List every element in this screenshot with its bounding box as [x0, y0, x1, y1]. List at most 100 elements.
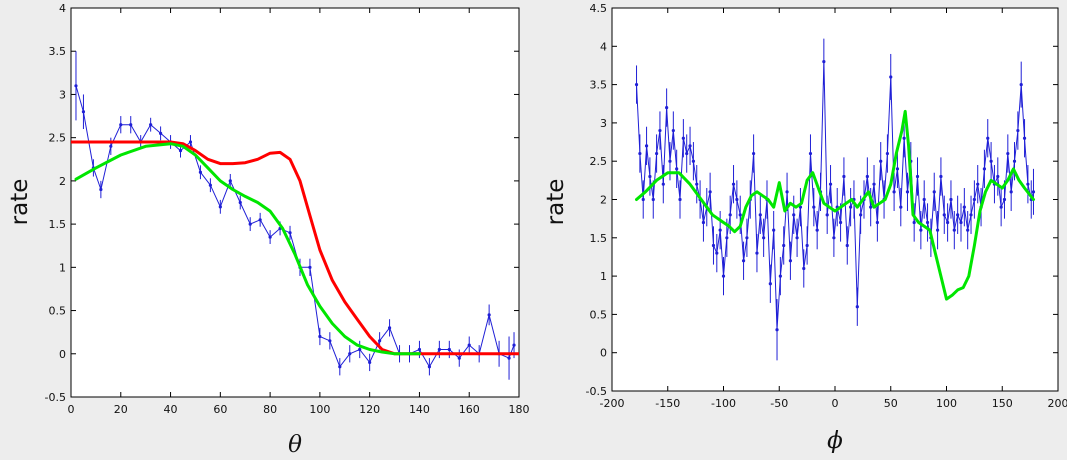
y-tick-label-phi: 4 — [600, 40, 607, 53]
data-point-phi-0 — [838, 220, 843, 225]
data-point-phi-0 — [1022, 136, 1027, 140]
y-tick-label-theta: 0 — [59, 348, 66, 361]
data-point-theta-0 — [487, 313, 491, 317]
x-tick-label-theta: 140 — [409, 403, 430, 416]
data-point-phi-0 — [644, 144, 649, 148]
y-tick-label-phi: 0 — [600, 347, 607, 360]
x-tick-label-theta: 180 — [509, 403, 530, 416]
data-layer-phi — [634, 38, 1036, 361]
data-point-phi-0 — [855, 305, 859, 309]
data-point-phi-0 — [815, 228, 819, 232]
data-point-phi-0 — [972, 197, 976, 202]
data-point-phi-0 — [745, 236, 749, 240]
x-tick-label-theta: 0 — [68, 403, 75, 416]
data-point-phi-0 — [695, 182, 699, 186]
data-point-phi-0 — [939, 174, 943, 179]
data-point-theta-0 — [228, 179, 232, 183]
data-point-phi-0 — [922, 197, 926, 202]
data-point-theta-0 — [159, 131, 163, 135]
data-point-phi-0 — [708, 190, 712, 194]
data-point-phi-0 — [986, 136, 990, 140]
data-point-phi-0 — [655, 151, 659, 156]
data-point-phi-0 — [678, 197, 682, 202]
data-point-theta-0 — [268, 235, 272, 239]
data-point-theta-0 — [258, 218, 262, 222]
data-point-theta-0 — [338, 365, 342, 369]
data-point-phi-0 — [711, 243, 716, 248]
data-point-theta-0 — [74, 84, 78, 88]
data-point-phi-0 — [952, 228, 956, 232]
data-point-phi-0 — [959, 220, 963, 225]
data-point-phi-0 — [785, 190, 789, 194]
data-point-phi-0 — [648, 174, 652, 179]
x-tick-label-phi: 0 — [832, 397, 839, 410]
data-point-phi-0 — [845, 243, 849, 248]
data-point-theta-0 — [427, 365, 431, 369]
data-point-phi-0 — [685, 151, 689, 156]
data-point-phi-0 — [1026, 182, 1030, 186]
data-point-phi-0 — [805, 243, 809, 248]
data-point-phi-0 — [822, 60, 826, 64]
data-point-phi-0 — [735, 197, 739, 202]
y-tick-label-theta: 2 — [59, 175, 66, 188]
data-point-phi-0 — [638, 151, 642, 156]
data-point-phi-0 — [865, 174, 869, 179]
data-point-theta-0 — [348, 352, 352, 356]
data-point-phi-0 — [949, 197, 953, 202]
data-point-phi-0 — [982, 167, 987, 171]
data-point-theta-0 — [99, 187, 103, 192]
series-line-phi-1 — [635, 109, 1035, 301]
data-point-phi-0 — [665, 105, 669, 110]
data-point-phi-0 — [885, 151, 890, 156]
data-point-theta-0 — [457, 356, 461, 360]
chart-phi: -200 -150 -100 -50 0 50 100 150 200 -0.5 0 0.5 1 1.5 2… — [543, 2, 1067, 454]
y-tick-label-phi: 1.5 — [590, 232, 608, 245]
data-point-theta-0 — [208, 183, 212, 187]
data-point-theta-0 — [178, 149, 183, 153]
data-point-phi-0 — [946, 220, 950, 225]
y-tick-label-theta: 0.5 — [49, 305, 67, 318]
data-point-phi-0 — [758, 213, 762, 217]
data-point-phi-0 — [875, 220, 879, 225]
x-tick-label-theta: 60 — [213, 403, 227, 416]
data-point-phi-0 — [715, 251, 719, 255]
y-tick-label-theta: 1 — [59, 261, 66, 274]
data-point-phi-0 — [932, 190, 936, 194]
data-point-phi-0 — [879, 159, 883, 163]
data-point-phi-0 — [634, 83, 639, 87]
data-point-phi-0 — [1006, 151, 1010, 156]
data-point-theta-0 — [119, 123, 123, 127]
x-tick-label-phi: -150 — [655, 397, 680, 410]
data-point-phi-0 — [721, 274, 726, 278]
chart-theta-marks: 0 20 40 60 80 100 120 140 160 180-0.500.511.522.5… — [45, 2, 530, 416]
data-point-phi-0 — [989, 159, 993, 163]
data-point-theta-0 — [198, 170, 203, 174]
series-line-theta-2 — [74, 142, 421, 356]
data-point-theta-0 — [288, 231, 292, 235]
data-point-phi-0 — [842, 174, 846, 179]
x-tick-label-phi: 200 — [1048, 397, 1067, 410]
data-point-theta-0 — [129, 123, 133, 127]
data-point-phi-0 — [905, 190, 910, 194]
data-point-phi-0 — [701, 220, 706, 225]
y-axis-label-phi: rate — [543, 179, 569, 226]
y-tick-label-theta: 1.5 — [49, 218, 67, 231]
data-point-theta-0 — [387, 326, 392, 330]
data-point-theta-0 — [512, 343, 516, 347]
data-point-phi-0 — [738, 213, 742, 217]
y-tick-label-theta: -0.5 — [45, 391, 66, 404]
y-tick-label-phi: 2 — [600, 194, 607, 207]
data-point-phi-0 — [661, 182, 665, 186]
y-tick-label-phi: 3 — [600, 117, 607, 130]
data-point-phi-0 — [681, 136, 685, 140]
x-tick-label-phi: 50 — [884, 397, 898, 410]
data-point-theta-0 — [81, 110, 86, 114]
data-point-phi-0 — [728, 213, 732, 217]
data-point-phi-0 — [671, 128, 675, 133]
series-line-theta-1 — [71, 140, 519, 356]
y-tick-label-theta: 3.5 — [49, 45, 67, 58]
data-point-phi-0 — [772, 228, 776, 232]
series-line-theta-0 — [75, 85, 515, 368]
y-tick-label-phi: -0.5 — [586, 385, 607, 398]
